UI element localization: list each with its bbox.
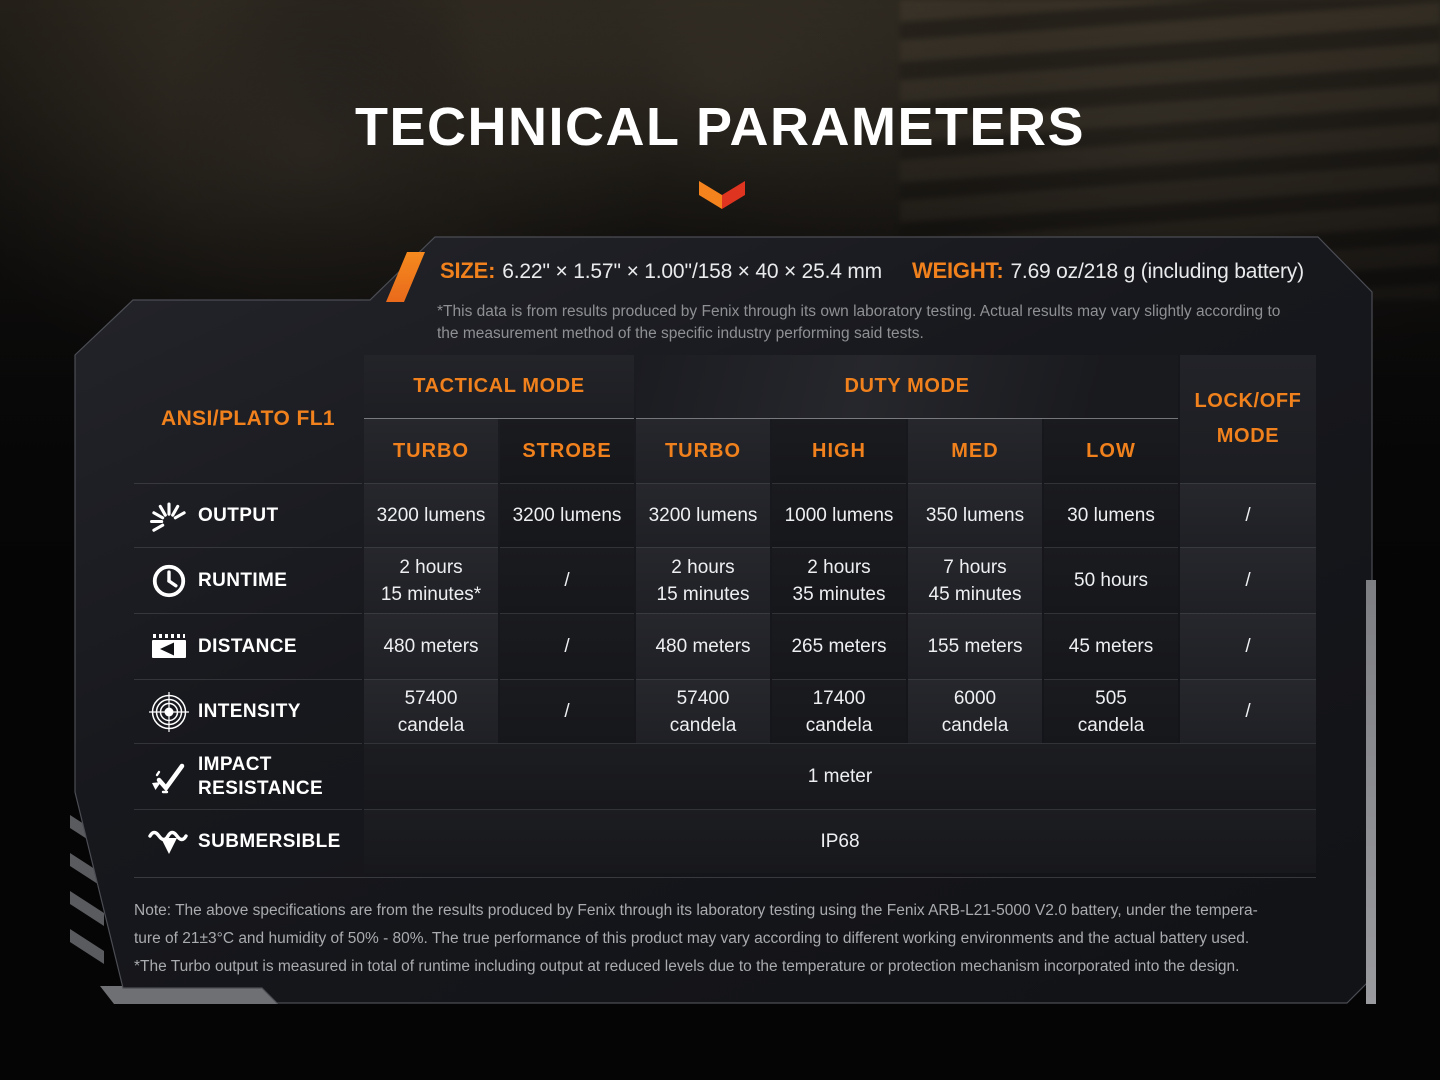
column-group-lock-off-mode: LOCK/OFF MODE <box>1180 355 1316 483</box>
row-label: SUBMERSIBLE <box>198 830 341 852</box>
orange-slash-decoration <box>386 252 425 302</box>
size-value: 6.22'' × 1.57'' × 1.00''/158 × 40 × 25.4… <box>502 260 882 283</box>
value-cell: 7 hours 45 minutes <box>908 547 1042 613</box>
value-cell: 6000 candela <box>908 679 1042 743</box>
column-header-low: LOW <box>1044 419 1178 483</box>
row-label: DISTANCE <box>198 635 297 657</box>
row-submersible: SUBMERSIBLE <box>134 809 362 873</box>
chevron-down-icon <box>699 181 745 209</box>
column-group-tactical-mode: TACTICAL MODE <box>364 355 634 419</box>
submersible-icon <box>140 826 198 858</box>
value-cell: 3200 lumens <box>364 483 498 547</box>
footnote-line: ture of 21±3°C and humidity of 50% - 80%… <box>134 930 1250 947</box>
row-label: OUTPUT <box>198 504 279 526</box>
distance-icon <box>140 632 198 662</box>
row-label: IMPACT RESISTANCE <box>198 753 324 799</box>
value-cell: 1000 lumens <box>772 483 906 547</box>
value-cell: / <box>1180 547 1316 613</box>
row-label: RUNTIME <box>198 569 288 591</box>
column-header-med: MED <box>908 419 1042 483</box>
value-cell: 2 hours 15 minutes <box>636 547 770 613</box>
runtime-icon <box>140 562 198 600</box>
row-impact-resistance: IMPACT RESISTANCE <box>134 743 362 809</box>
size-spec: SIZE: 6.22'' × 1.57'' × 1.00''/158 × 40 ×… <box>440 258 882 284</box>
value-cell: 350 lumens <box>908 483 1042 547</box>
bottom-shadow-strip <box>100 986 278 1004</box>
right-edge-strip <box>1366 580 1376 1004</box>
row-intensity: INTENSITY <box>134 679 362 743</box>
column-header-high: HIGH <box>772 419 906 483</box>
value-cell: 3200 lumens <box>500 483 634 547</box>
column-header-turbo-tactical: TURBO <box>364 419 498 483</box>
row-distance: DISTANCE <box>134 613 362 679</box>
value-cell: 505 candela <box>1044 679 1178 743</box>
footnote: Note: The above specifications are from … <box>134 877 1316 981</box>
value-cell: 480 meters <box>364 613 498 679</box>
value-cell: / <box>1180 483 1316 547</box>
column-header-strobe: STROBE <box>500 419 634 483</box>
value-cell: 57400 candela <box>636 679 770 743</box>
impact-resistance-icon <box>140 759 198 795</box>
footnote-line: *The Turbo output is measured in total o… <box>134 958 1240 975</box>
spec-table: ANSI/PLATO FL1 TACTICAL MODE DUTY MODE L… <box>134 355 1316 873</box>
weight-value: 7.69 oz/218 g (including battery) <box>1010 260 1304 283</box>
value-cell: 45 meters <box>1044 613 1178 679</box>
value-cell: 155 meters <box>908 613 1042 679</box>
value-cell: / <box>500 547 634 613</box>
lab-disclaimer: *This data is from results produced by F… <box>437 301 1280 345</box>
value-cell: 265 meters <box>772 613 906 679</box>
value-cell: 50 hours <box>1044 547 1178 613</box>
page-title: TECHNICAL PARAMETERS <box>354 97 1086 157</box>
value-cell: 3200 lumens <box>636 483 770 547</box>
value-cell: / <box>1180 679 1316 743</box>
value-cell: 57400 candela <box>364 679 498 743</box>
weight-spec: WEIGHT: 7.69 oz/218 g (including battery) <box>912 258 1304 284</box>
value-cell-impact-resistance: 1 meter <box>364 743 1316 809</box>
row-runtime: RUNTIME <box>134 547 362 613</box>
row-output: OUTPUT <box>134 483 362 547</box>
column-header-turbo-duty: TURBO <box>636 419 770 483</box>
column-group-duty-mode: DUTY MODE <box>636 355 1178 419</box>
disclaimer-line: *This data is from results produced by F… <box>437 303 1281 320</box>
value-cell: / <box>1180 613 1316 679</box>
output-icon <box>140 497 198 535</box>
value-cell: 17400 candela <box>772 679 906 743</box>
footnote-line: Note: The above specifications are from … <box>134 902 1258 919</box>
value-cell: 30 lumens <box>1044 483 1178 547</box>
value-cell: / <box>500 679 634 743</box>
table-corner-label: ANSI/PLATO FL1 <box>161 407 335 430</box>
row-label: INTENSITY <box>198 700 301 722</box>
weight-label: WEIGHT: <box>911 258 1004 283</box>
value-cell: 2 hours 35 minutes <box>772 547 906 613</box>
value-cell: / <box>500 613 634 679</box>
value-cell: 2 hours 15 minutes* <box>364 547 498 613</box>
disclaimer-line: the measurement method of the specific i… <box>437 325 924 342</box>
size-label: SIZE: <box>440 258 496 283</box>
size-weight-line: SIZE: 6.22'' × 1.57'' × 1.00''/158 × 40 ×… <box>440 258 1304 284</box>
intensity-icon <box>140 691 198 733</box>
value-cell-submersible: IP68 <box>364 809 1316 873</box>
value-cell: 480 meters <box>636 613 770 679</box>
